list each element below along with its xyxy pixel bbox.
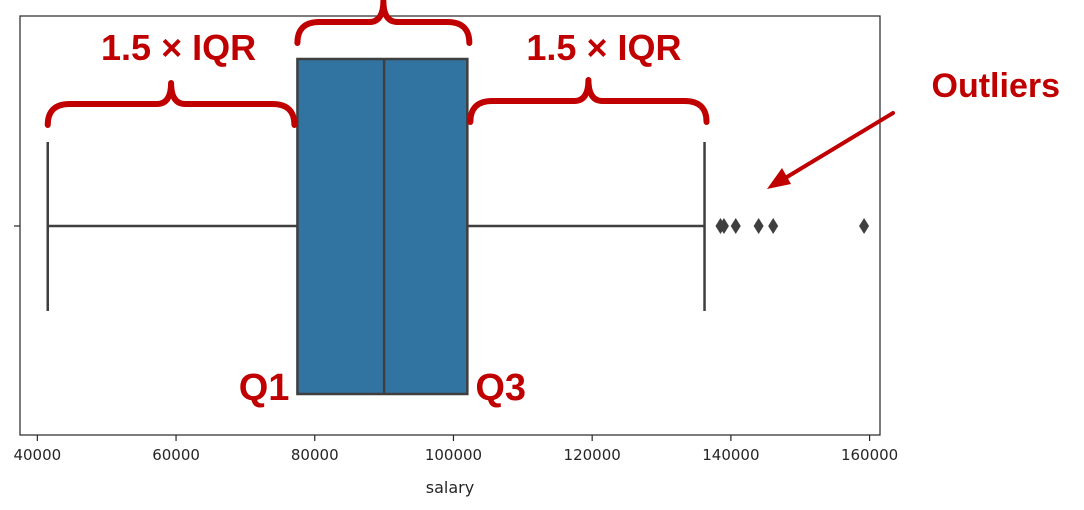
outlier-point bbox=[859, 218, 870, 234]
outlier-point bbox=[718, 218, 729, 234]
outlier-point bbox=[753, 218, 764, 234]
x-axis-label: salary bbox=[426, 478, 474, 497]
x-tick-label: 80000 bbox=[291, 446, 339, 464]
outliers-arrowhead bbox=[767, 168, 791, 189]
x-tick-label: 160000 bbox=[841, 446, 898, 464]
outlier-points bbox=[715, 218, 870, 234]
iqr-box bbox=[296, 57, 469, 396]
x-tick-label: 140000 bbox=[702, 446, 759, 464]
boxplot bbox=[46, 57, 706, 396]
outlier-point bbox=[768, 218, 779, 234]
x-tick-label: 40000 bbox=[13, 446, 61, 464]
outliers-label: Outliers bbox=[932, 67, 1060, 105]
x-tick-label: 120000 bbox=[564, 446, 621, 464]
right-bracket-label: 1.5 × IQR bbox=[526, 27, 681, 68]
left-bracket-label: 1.5 × IQR bbox=[101, 27, 256, 68]
outlier-point bbox=[730, 218, 741, 234]
x-axis: 40000 60000 80000 100000 120000 140000 160000 bbox=[13, 435, 898, 464]
outliers-arrow bbox=[780, 111, 895, 182]
right-bracket bbox=[467, 77, 710, 125]
x-tick-label: 100000 bbox=[425, 446, 482, 464]
annotations: 1.5 × IQR 1.5 × IQR Q1 Q3 Outliers bbox=[44, 0, 1060, 409]
q1-label: Q1 bbox=[239, 367, 290, 409]
q3-label: Q3 bbox=[475, 367, 526, 409]
left-bracket bbox=[44, 80, 298, 128]
iqr-bracket bbox=[294, 0, 473, 46]
x-tick-label: 60000 bbox=[152, 446, 200, 464]
